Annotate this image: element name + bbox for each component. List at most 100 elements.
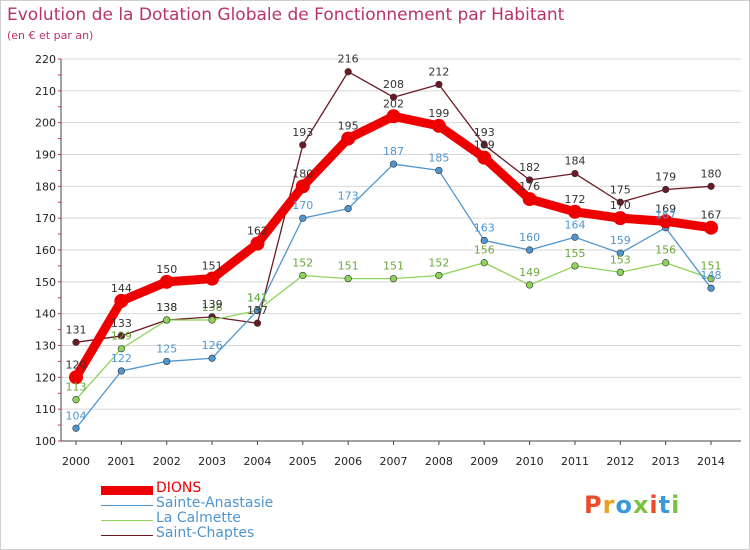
data-label: 129 <box>111 330 132 343</box>
x-tick-label: 2009 <box>470 455 498 468</box>
data-label: 199 <box>428 107 449 120</box>
data-label: 180 <box>292 167 313 180</box>
data-point <box>163 316 171 324</box>
data-label: 151 <box>202 260 223 273</box>
data-label: 170 <box>610 199 631 212</box>
data-point <box>477 150 492 165</box>
data-label: 193 <box>292 126 313 139</box>
y-tick-label: 150 <box>35 276 56 289</box>
data-point <box>341 131 356 146</box>
data-point <box>431 118 446 133</box>
logo-letter: P <box>584 491 603 519</box>
data-label: 159 <box>610 234 631 247</box>
data-point <box>613 211 628 226</box>
data-label: 137 <box>247 304 268 317</box>
data-label: 182 <box>519 161 540 174</box>
data-label: 169 <box>655 202 676 215</box>
data-label: 138 <box>156 301 177 314</box>
x-tick-label: 2005 <box>289 455 317 468</box>
data-point <box>72 396 80 404</box>
legend-swatch-saint-chaptes <box>101 535 153 536</box>
data-label: 133 <box>111 317 132 330</box>
data-label: 208 <box>383 78 404 91</box>
data-point <box>571 233 579 241</box>
data-point <box>522 192 537 207</box>
data-point <box>571 262 579 270</box>
y-tick-label: 190 <box>35 149 56 162</box>
y-tick-label: 130 <box>35 340 56 353</box>
data-label: 141 <box>247 291 268 304</box>
data-point <box>159 274 174 289</box>
data-point <box>616 268 624 276</box>
data-point <box>389 275 398 283</box>
data-point <box>299 141 307 149</box>
data-label: 184 <box>564 155 585 168</box>
data-label: 167 <box>701 209 722 222</box>
data-label: 138 <box>202 301 223 314</box>
data-label: 141 <box>247 291 268 304</box>
data-label: 202 <box>383 97 404 110</box>
x-tick-label: 2008 <box>425 455 453 468</box>
data-point <box>208 316 216 324</box>
y-tick-label: 220 <box>35 53 56 66</box>
data-point <box>117 367 125 375</box>
data-point <box>480 259 488 267</box>
data-label: 164 <box>564 218 585 231</box>
data-label: 176 <box>519 180 540 193</box>
data-label: 122 <box>111 352 132 365</box>
data-point <box>525 246 534 254</box>
data-label: 212 <box>428 65 449 78</box>
data-label: 160 <box>519 231 540 244</box>
logo-letter: o <box>615 491 633 519</box>
data-point <box>571 170 579 178</box>
data-point <box>250 236 265 251</box>
data-point <box>386 109 401 124</box>
data-point <box>117 345 125 353</box>
data-point <box>299 271 307 280</box>
data-point <box>707 284 715 292</box>
data-label: 172 <box>564 193 585 206</box>
data-point <box>344 275 352 283</box>
data-label: 138 <box>156 301 177 314</box>
data-label: 144 <box>111 282 132 295</box>
data-point <box>69 370 83 385</box>
y-tick-label: 160 <box>35 244 56 257</box>
x-tick-label: 2003 <box>198 455 226 468</box>
data-label: 185 <box>428 151 449 164</box>
data-point <box>205 271 220 286</box>
data-point <box>163 357 171 366</box>
data-label: 175 <box>610 183 631 196</box>
data-point <box>435 166 443 175</box>
x-tick-label: 2010 <box>516 455 544 468</box>
y-tick-label: 110 <box>35 403 56 416</box>
data-point <box>344 68 352 76</box>
data-label: 152 <box>428 256 449 269</box>
data-label: 150 <box>156 263 177 276</box>
legend-label-la-calmette: La Calmette <box>156 510 241 526</box>
data-point <box>389 160 398 168</box>
data-point <box>72 338 80 346</box>
x-tick-label: 2007 <box>380 455 408 468</box>
legend-label-sainte-anastasie: Sainte-Anastasie <box>156 495 274 511</box>
data-label: 125 <box>156 342 177 355</box>
y-tick-label: 180 <box>35 180 56 193</box>
logo-letter: r <box>602 491 616 519</box>
legend-swatch-sainte-anastasie <box>101 505 153 506</box>
x-tick-label: 2004 <box>243 455 271 468</box>
data-label: 187 <box>383 145 404 158</box>
data-label: 195 <box>338 120 359 133</box>
data-label: 189 <box>474 139 495 152</box>
legend-label-dions: DIONS <box>156 480 202 496</box>
x-tick-label: 2001 <box>107 455 135 468</box>
chart-subtitle: (en € et par an) <box>7 29 94 42</box>
data-point <box>704 220 719 235</box>
data-label: 162 <box>247 225 268 238</box>
data-label: 163 <box>474 221 495 234</box>
y-tick-label: 120 <box>35 371 56 384</box>
data-point <box>567 204 582 219</box>
data-point <box>253 306 262 315</box>
logo-letter: t <box>658 491 672 519</box>
data-point <box>480 236 488 245</box>
x-tick-label: 2012 <box>606 455 634 468</box>
y-tick-label: 140 <box>35 308 56 321</box>
